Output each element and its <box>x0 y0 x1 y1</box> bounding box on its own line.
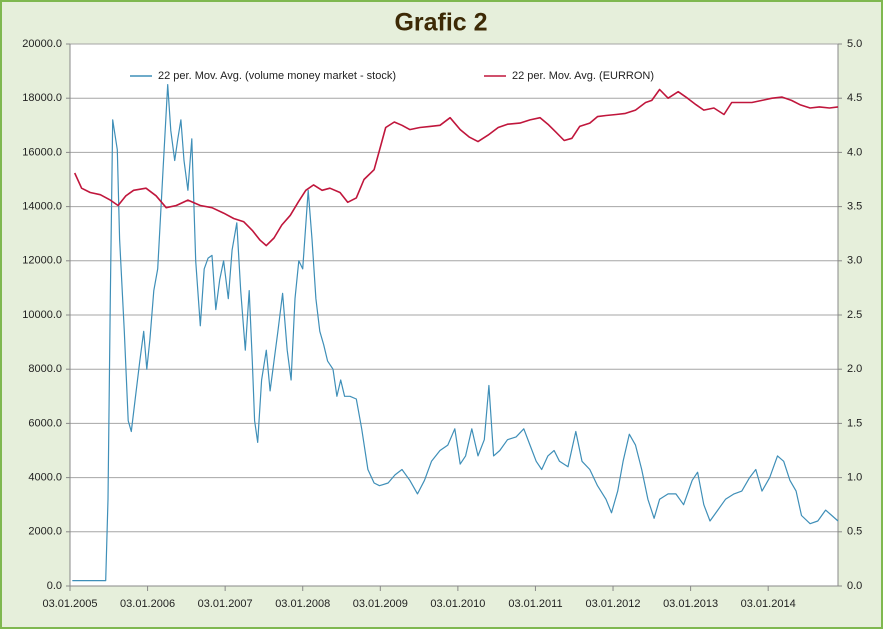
y2-tick-label: 3.5 <box>847 201 862 213</box>
y-tick-label: 2000.0 <box>28 526 62 538</box>
x-tick-label: 03.01.2011 <box>508 598 562 610</box>
y2-tick-label: 1.5 <box>847 417 862 429</box>
x-tick-label: 03.01.2008 <box>275 598 330 610</box>
x-tick-label: 03.01.2005 <box>42 598 97 610</box>
y2-tick-label: 3.0 <box>847 255 862 267</box>
y-tick-label: 12000.0 <box>22 255 62 267</box>
y2-tick-label: 4.0 <box>847 146 862 158</box>
y-tick-label: 6000.0 <box>28 417 62 429</box>
y2-tick-label: 1.0 <box>847 472 862 484</box>
series-line <box>72 84 839 582</box>
legend-label: 22 per. Mov. Avg. (volume money market -… <box>158 70 396 82</box>
y2-tick-label: 2.0 <box>847 363 862 375</box>
y-tick-label: 4000.0 <box>28 472 62 484</box>
x-tick-label: 03.01.2009 <box>353 598 408 610</box>
x-tick-label: 03.01.2007 <box>198 598 253 610</box>
y2-tick-label: 4.5 <box>847 92 862 104</box>
y2-tick-label: 0.0 <box>847 580 862 592</box>
y2-tick-label: 5.0 <box>847 38 862 50</box>
series-line <box>73 88 839 247</box>
y-tick-label: 16000.0 <box>22 146 62 158</box>
y-tick-label: 10000.0 <box>22 309 62 321</box>
y2-tick-label: 2.5 <box>847 309 862 321</box>
x-tick-label: 03.01.2010 <box>430 598 485 610</box>
y-tick-label: 20000.0 <box>22 38 62 50</box>
legend-label: 22 per. Mov. Avg. (EURRON) <box>512 70 654 82</box>
chart-title: Grafic 2 <box>394 9 487 37</box>
x-tick-label: 03.01.2014 <box>741 598 796 610</box>
y-tick-label: 14000.0 <box>22 201 62 213</box>
x-tick-label: 03.01.2012 <box>585 598 640 610</box>
x-tick-label: 03.01.2006 <box>120 598 175 610</box>
y-tick-label: 0.0 <box>47 580 62 592</box>
x-tick-label: 03.01.2013 <box>663 598 718 610</box>
y2-tick-label: 0.5 <box>847 526 862 538</box>
y-tick-label: 18000.0 <box>22 92 62 104</box>
y-tick-label: 8000.0 <box>28 363 62 375</box>
